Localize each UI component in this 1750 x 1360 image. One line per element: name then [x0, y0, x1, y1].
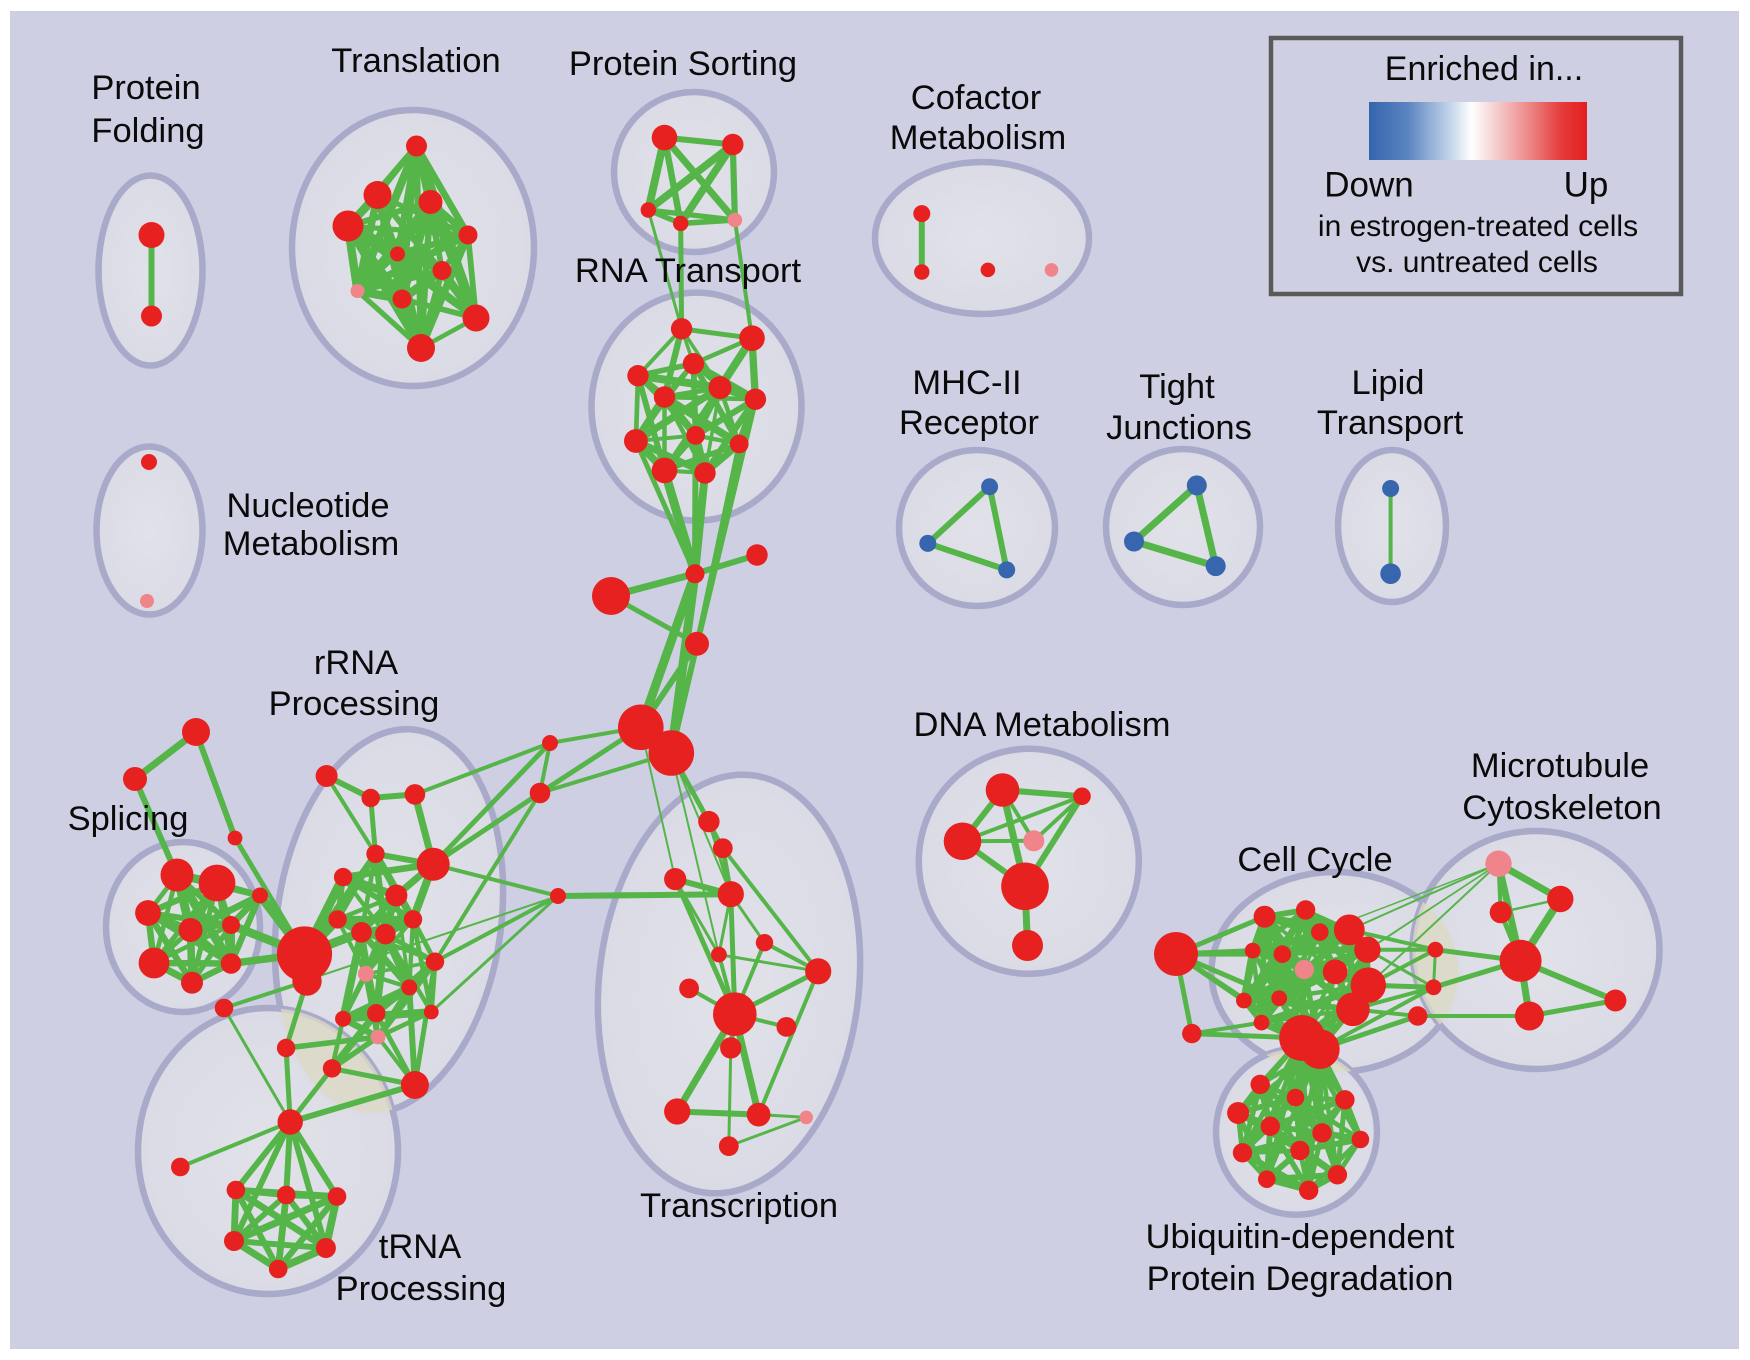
- svg-text:vs. untreated cells: vs. untreated cells: [1356, 246, 1598, 279]
- svg-text:Cofactor: Cofactor: [911, 79, 1041, 117]
- svg-text:Ubiquitin-dependent: Ubiquitin-dependent: [1146, 1218, 1455, 1256]
- svg-text:Lipid: Lipid: [1352, 364, 1425, 402]
- svg-text:Processing: Processing: [336, 1270, 507, 1308]
- svg-text:Up: Up: [1564, 165, 1609, 204]
- svg-text:Translation: Translation: [331, 42, 500, 80]
- svg-text:Microtubule: Microtubule: [1471, 747, 1649, 785]
- svg-text:Transport: Transport: [1317, 404, 1464, 442]
- svg-text:Down: Down: [1324, 165, 1413, 204]
- svg-text:rRNA: rRNA: [314, 644, 398, 682]
- svg-text:Receptor: Receptor: [899, 404, 1039, 442]
- svg-text:Enriched in...: Enriched in...: [1385, 50, 1583, 88]
- svg-text:Metabolism: Metabolism: [890, 119, 1066, 157]
- svg-text:Folding: Folding: [91, 112, 204, 150]
- svg-text:Protein: Protein: [91, 69, 200, 107]
- svg-text:Transcription: Transcription: [640, 1187, 838, 1225]
- svg-text:Junctions: Junctions: [1106, 409, 1252, 447]
- svg-text:tRNA: tRNA: [379, 1228, 461, 1266]
- svg-text:Cytoskeleton: Cytoskeleton: [1462, 789, 1661, 827]
- svg-text:DNA Metabolism: DNA Metabolism: [914, 706, 1171, 744]
- svg-text:Metabolism: Metabolism: [223, 525, 399, 563]
- svg-text:Splicing: Splicing: [68, 800, 189, 838]
- svg-text:Protein Sorting: Protein Sorting: [569, 45, 797, 83]
- svg-text:MHC-II: MHC-II: [912, 364, 1021, 402]
- svg-text:Tight: Tight: [1139, 368, 1215, 406]
- svg-text:Cell Cycle: Cell Cycle: [1237, 841, 1392, 879]
- svg-text:Protein Degradation: Protein Degradation: [1147, 1260, 1454, 1298]
- svg-text:Processing: Processing: [269, 685, 440, 723]
- svg-text:in estrogen-treated cells: in estrogen-treated cells: [1318, 210, 1638, 243]
- svg-text:RNA Transport: RNA Transport: [575, 252, 802, 290]
- svg-text:Nucleotide: Nucleotide: [226, 487, 389, 525]
